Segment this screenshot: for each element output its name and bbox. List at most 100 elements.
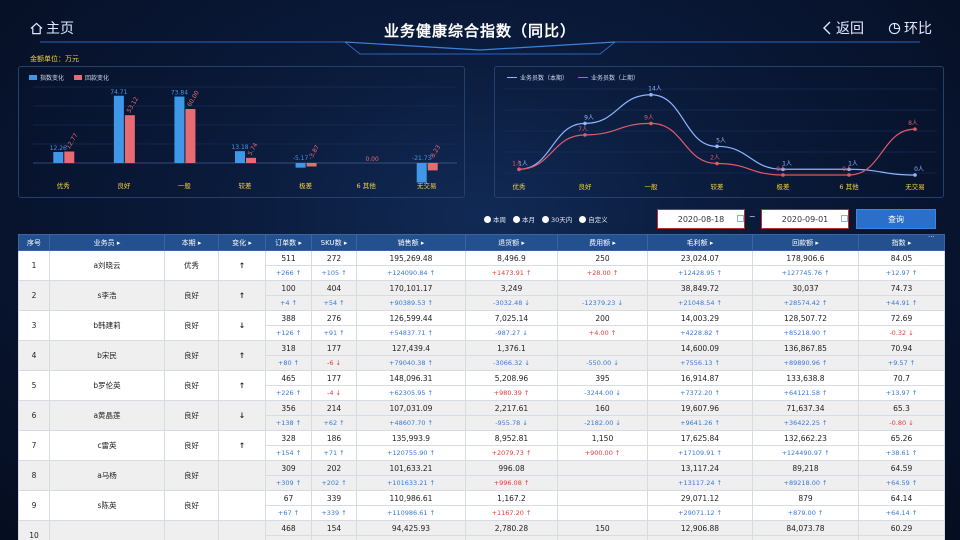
delta-cell	[752, 535, 859, 540]
column-header[interactable]: 变化 ▸	[218, 234, 266, 251]
column-header[interactable]: 序号	[18, 234, 50, 251]
value-cell: 879	[752, 490, 859, 506]
delta-cell: +62305.95 ↑	[356, 385, 466, 401]
row-number: 1	[18, 250, 50, 281]
radio-month[interactable]: 本月	[513, 214, 535, 224]
column-header[interactable]: 本期 ▸	[164, 234, 219, 251]
column-header[interactable]: 订单数 ▸	[265, 234, 312, 251]
table-row[interactable]: 2 s李浩 良好 ↑ 100 404 170,101.17 3,249 38,849.72 30,…	[18, 280, 945, 311]
value-cell: 71,637.34	[752, 400, 859, 416]
data-label: 60.00	[186, 89, 201, 108]
delta-cell: +4228.82 ↑	[647, 325, 753, 341]
column-header[interactable]: 业务员 ▸	[49, 234, 165, 251]
table-row[interactable]: 8 a马杨 良好 309 202 101,633.21 996.08 13,117.24 89,…	[18, 460, 945, 491]
row-number: 5	[18, 370, 50, 401]
column-header[interactable]: 费用额 ▸	[557, 234, 648, 251]
row-number: 2	[18, 280, 50, 311]
delta-cell: +79040.38 ↑	[356, 355, 466, 371]
chevron-left-icon	[823, 21, 831, 35]
table-row[interactable]: 3 b韩建莉 良好 ↓ 388 276 126,599.44 7,025.14 200 14,00…	[18, 310, 945, 341]
back-button[interactable]: 返回	[822, 18, 864, 38]
value-cell: 186	[311, 430, 357, 446]
delta-cell: +80 ↑	[265, 355, 312, 371]
bar	[246, 157, 256, 163]
value-cell: 126,599.44	[356, 310, 466, 326]
value-cell: 107,031.09	[356, 400, 466, 416]
x-tick-label: 极差	[299, 181, 313, 190]
delta-cell: -987.27 ↓	[465, 325, 558, 341]
salesperson-name	[49, 520, 165, 540]
column-header[interactable]: 回款额 ▸	[752, 234, 859, 251]
bar	[416, 163, 427, 183]
radio-30days[interactable]: 30天内	[542, 214, 572, 224]
header-frame	[40, 41, 920, 55]
data-label: -3.87	[307, 144, 321, 161]
table-row[interactable]: 1 a刘晓云 优秀 ↑ 511 272 195,269.48 8,496.9 250 23,024…	[18, 250, 945, 281]
value-cell: 16,914.87	[647, 370, 753, 386]
data-label: 73.84	[171, 90, 188, 97]
data-label: 1人	[782, 160, 792, 167]
delta-cell: +17109.91 ↑	[647, 445, 753, 461]
delta-cell: +124490.97 ↑	[752, 445, 859, 461]
level-cell: 良好	[164, 310, 219, 341]
value-cell: 200	[557, 310, 648, 326]
column-header[interactable]: SKU数 ▸	[311, 234, 357, 251]
ring-compare-label: 环比	[904, 21, 932, 37]
value-cell: 133,638.8	[752, 370, 859, 386]
legend-item: 回款变化	[74, 73, 109, 82]
calendar-icon[interactable]	[841, 215, 848, 222]
column-header[interactable]: 毛利额 ▸	[647, 234, 753, 251]
calendar-icon[interactable]	[737, 215, 744, 222]
radio-week[interactable]: 本周	[484, 214, 506, 224]
line-chart-panel: 业务员数（本期） 业务员数（上期） 1人 9人 14人 5人 1人 1人 0人 1人 7人 9人 2…	[494, 66, 944, 198]
level-cell: 良好	[164, 430, 219, 461]
level-cell: 良好	[164, 340, 219, 371]
column-header[interactable]: 销售额 ▸	[356, 234, 466, 251]
table-row[interactable]: 9 s陈英 良好 67 339 110,986.61 1,167.2 29,071.12 879…	[18, 490, 945, 521]
ring-compare-button[interactable]: 环比	[888, 18, 932, 38]
row-number: 9	[18, 490, 50, 521]
value-cell: 8,952.81	[465, 430, 558, 446]
salesperson-name: b罗伦英	[49, 370, 165, 401]
delta-cell: +879.00 ↑	[752, 505, 859, 521]
table-row[interactable]: 4 b宋民 良好 ↑ 318 177 127,439.4 1,376.1 14,600.09 13…	[18, 340, 945, 371]
radio-custom[interactable]: 自定义	[579, 214, 608, 224]
query-button[interactable]: 查询	[856, 209, 936, 229]
value-cell: 65.3	[858, 400, 945, 416]
table-row[interactable]: 10 468 154 94,425.93 2,780.28 150 12,906.88 84,…	[18, 520, 945, 540]
radio-dot	[542, 215, 549, 223]
delta-cell	[557, 475, 648, 491]
line-legend: 业务员数（本期） 业务员数（上期）	[507, 73, 639, 82]
legend-item: 业务员数（本期）	[507, 73, 568, 82]
delta-cell: +900.00 ↑	[557, 445, 648, 461]
value-cell	[557, 460, 648, 476]
delta-cell: +110986.61 ↑	[356, 505, 466, 521]
delta-cell: -3066.32 ↓	[465, 355, 558, 371]
date-to-input[interactable]: 2020-09-01	[761, 209, 849, 229]
x-tick-label: 一般	[178, 181, 192, 190]
table-row[interactable]: 6 a黄晶莲 良好 ↓ 356 214 107,031.09 2,217.61 160 19,60…	[18, 400, 945, 431]
x-tick-label: 无交易	[417, 181, 437, 190]
value-cell: 94,425.93	[356, 520, 466, 536]
column-header[interactable]: 退货额 ▸	[465, 234, 558, 251]
more-icon[interactable]: ···	[928, 233, 935, 241]
value-cell: 128,507.72	[752, 310, 859, 326]
column-header[interactable]: 指数 ▸	[858, 234, 945, 251]
delta-cell: +2079.73 ↑	[465, 445, 558, 461]
date-from-input[interactable]: 2020-08-18	[657, 209, 745, 229]
table-row[interactable]: 7 c雷英 良好 ↑ 328 186 135,993.9 8,952.81 1,150 17,62…	[18, 430, 945, 461]
radio-dot	[513, 215, 520, 223]
home-button[interactable]: 主页	[30, 18, 74, 38]
data-label: 0人	[914, 166, 924, 173]
delta-cell: +101633.21 ↑	[356, 475, 466, 491]
table-row[interactable]: 5 b罗伦英 良好 ↑ 465 177 148,096.31 5,208.96 395 16,91…	[18, 370, 945, 401]
value-cell	[557, 280, 648, 296]
value-cell: 64.14	[858, 490, 945, 506]
value-cell: 160	[557, 400, 648, 416]
delta-cell: +71 ↑	[311, 445, 357, 461]
data-label: -5.17	[293, 155, 309, 162]
data-label: 9人	[584, 114, 594, 121]
data-label: -21.73	[412, 155, 432, 162]
level-cell: 良好	[164, 460, 219, 491]
legend-label: 指数变化	[40, 75, 65, 82]
